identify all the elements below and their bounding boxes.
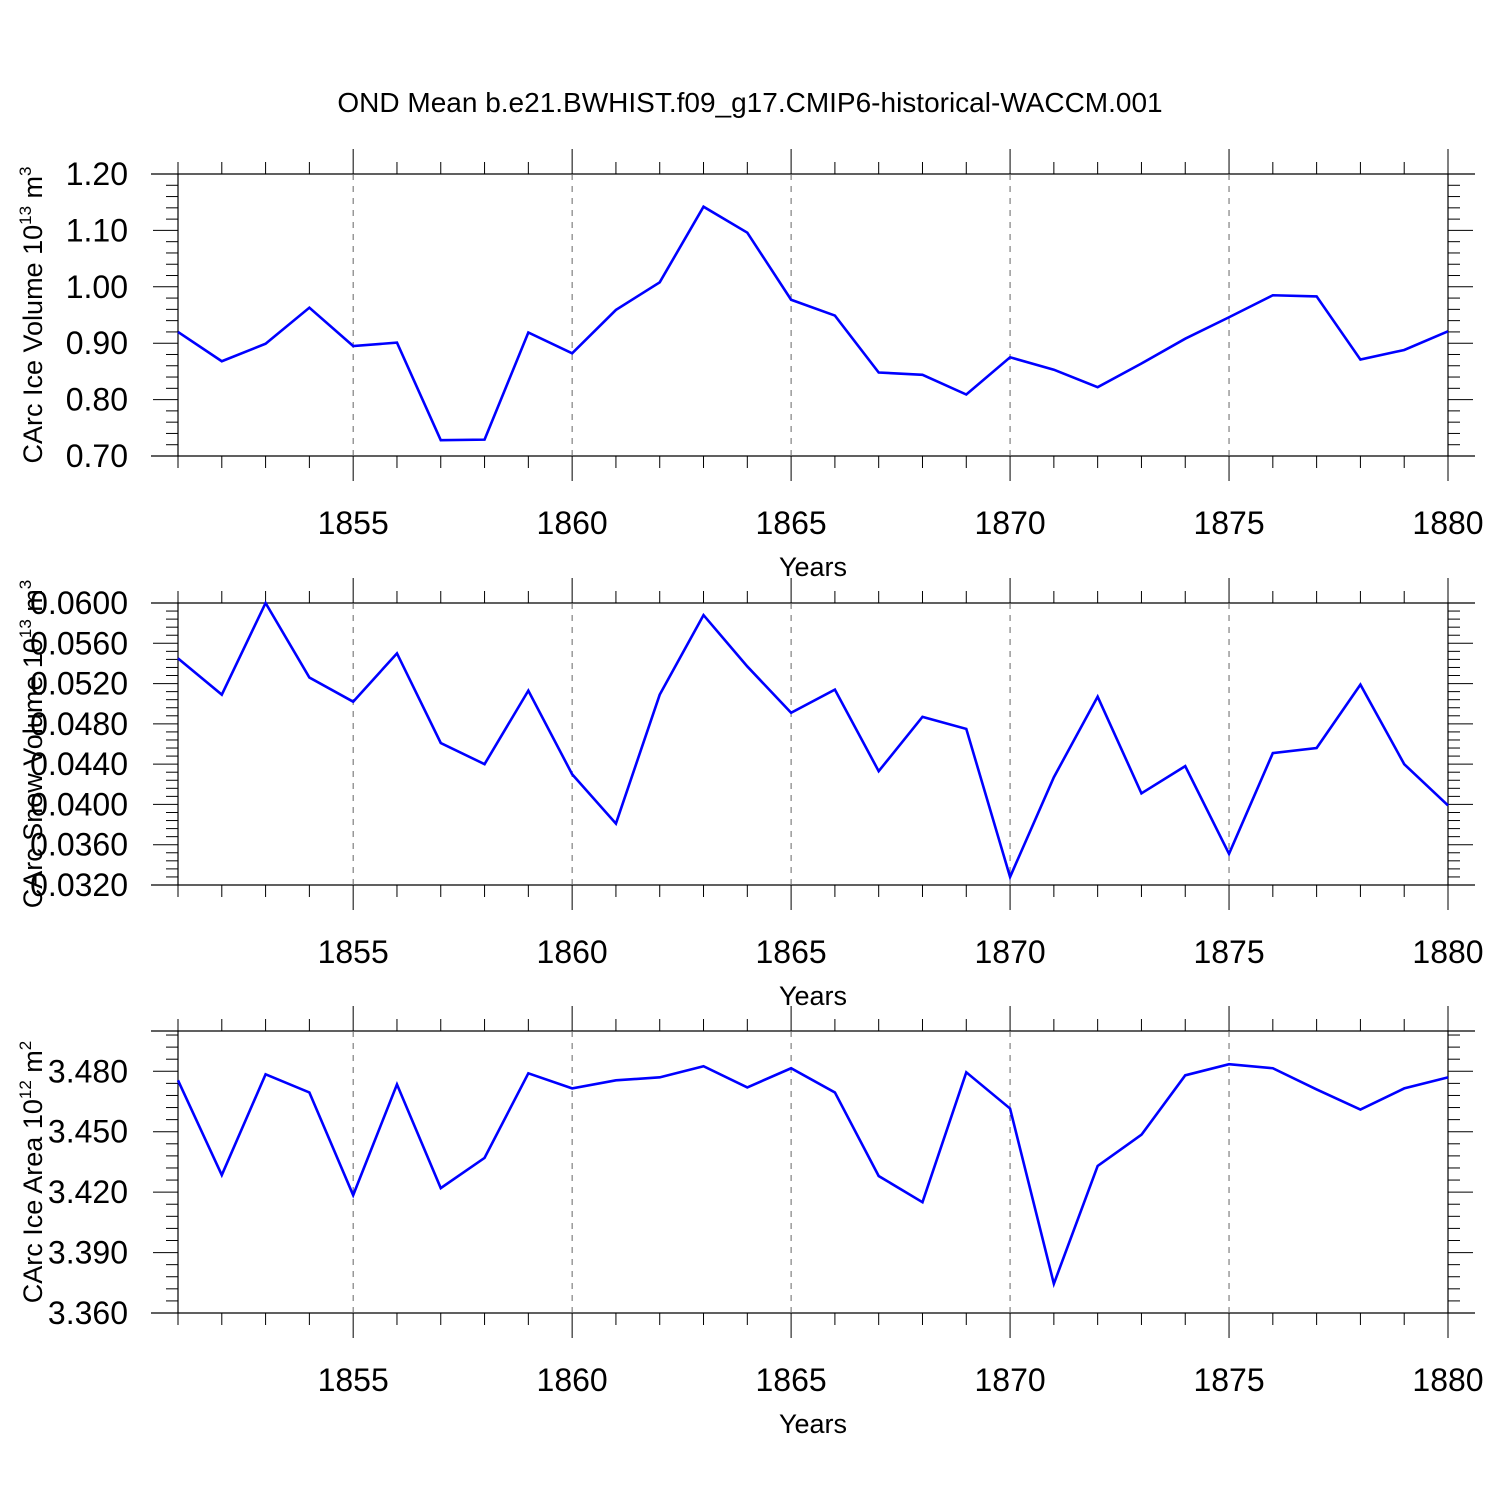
series-line xyxy=(177,600,1449,881)
x-tick-label: 1855 xyxy=(318,505,389,541)
y-axis-label-part: m xyxy=(18,1050,48,1080)
x-tick-label: 1875 xyxy=(1193,934,1264,970)
y-axis-label-part: CArc Ice Area 10 xyxy=(18,1099,48,1303)
x-tick-label: 1875 xyxy=(1193,505,1264,541)
y-tick-label: 0.80 xyxy=(66,382,128,418)
y-tick-label: 3.480 xyxy=(48,1053,128,1089)
chart-title: OND Mean b.e21.BWHIST.f09_g17.CMIP6-hist… xyxy=(337,87,1162,118)
x-tick-label: 1860 xyxy=(537,1362,608,1398)
y-axis-label: CArc Ice Area 1012 m2 xyxy=(16,1041,48,1304)
y-tick-label: 3.390 xyxy=(48,1235,128,1271)
panel-3: 1855 1860 1865 1870 1875 1880 Years 3.360 3.390 3… xyxy=(16,1006,1484,1439)
y-tick-label: 0.70 xyxy=(66,438,128,474)
x-tick-label: 1860 xyxy=(537,934,608,970)
x-tick-label: 1865 xyxy=(756,505,827,541)
x-axis-label: Years xyxy=(779,981,847,1011)
x-axis-label: Years xyxy=(779,1409,847,1439)
x-tick-label: 1855 xyxy=(318,1362,389,1398)
y-tick-label: 0.0360 xyxy=(30,827,128,863)
x-tick-label: 1875 xyxy=(1193,1362,1264,1398)
y-tick-label: 0.0520 xyxy=(30,666,128,702)
y-tick-label: 0.0320 xyxy=(30,867,128,903)
series-line xyxy=(177,204,1449,442)
y-axis-label-part: CArc Snow Volume 10 xyxy=(18,638,48,908)
y-tick-label: 1.10 xyxy=(66,212,128,248)
panel-1: 1855 1860 1865 1870 1875 1880 Years 0.70 0.80 0.9… xyxy=(16,149,1484,582)
y-tick-label: 0.90 xyxy=(66,325,128,361)
y-tick-label: 0.0400 xyxy=(30,786,128,822)
x-tick-label: 1860 xyxy=(537,505,608,541)
y-axis-label-part: 13 xyxy=(16,619,35,638)
y-tick-label: 0.0600 xyxy=(30,585,128,621)
x-tick-label: 1870 xyxy=(974,1362,1045,1398)
y-tick-label: 3.450 xyxy=(48,1114,128,1150)
x-tick-label: 1865 xyxy=(756,934,827,970)
y-axis-label-part: 3 xyxy=(16,166,35,175)
y-axis-label: CArc Ice Volume 1013 m3 xyxy=(16,166,48,463)
y-tick-label: 0.0480 xyxy=(30,706,128,742)
y-tick-label: 0.0440 xyxy=(30,746,128,782)
series-line xyxy=(176,1062,1449,1289)
y-axis-label-part: 12 xyxy=(16,1080,35,1099)
y-tick-label: 1.20 xyxy=(66,156,128,192)
y-axis-label-part: 2 xyxy=(16,1041,35,1050)
x-tick-label: 1880 xyxy=(1412,1362,1483,1398)
y-axis-label-part: CArc Ice Volume 10 xyxy=(18,225,48,464)
y-tick-label: 3.420 xyxy=(48,1174,128,1210)
x-tick-label: 1870 xyxy=(974,934,1045,970)
x-axis-label: Years xyxy=(779,552,847,582)
panel-2: 1855 1860 1865 1870 1875 1880 Years 0.0320 0.036… xyxy=(16,578,1484,1011)
y-tick-label: 0.0560 xyxy=(30,625,128,661)
y-axis-label: CArc Snow Volume 1013 m3 xyxy=(16,580,48,909)
y-axis-label-part: 13 xyxy=(16,206,35,225)
x-tick-label: 1880 xyxy=(1412,505,1483,541)
y-tick-label: 1.00 xyxy=(66,269,128,305)
x-tick-label: 1865 xyxy=(756,1362,827,1398)
x-tick-label: 1870 xyxy=(974,505,1045,541)
x-tick-label: 1855 xyxy=(318,934,389,970)
y-tick-label: 3.360 xyxy=(48,1295,128,1331)
y-axis-label-part: m xyxy=(18,176,48,206)
y-axis-label-part: m xyxy=(18,589,48,619)
y-axis-label-part: 3 xyxy=(16,580,35,589)
x-tick-label: 1880 xyxy=(1412,934,1483,970)
panels: 1855 1860 1865 1870 1875 1880 Years 0.70 0.80 0.9… xyxy=(16,149,1484,1439)
